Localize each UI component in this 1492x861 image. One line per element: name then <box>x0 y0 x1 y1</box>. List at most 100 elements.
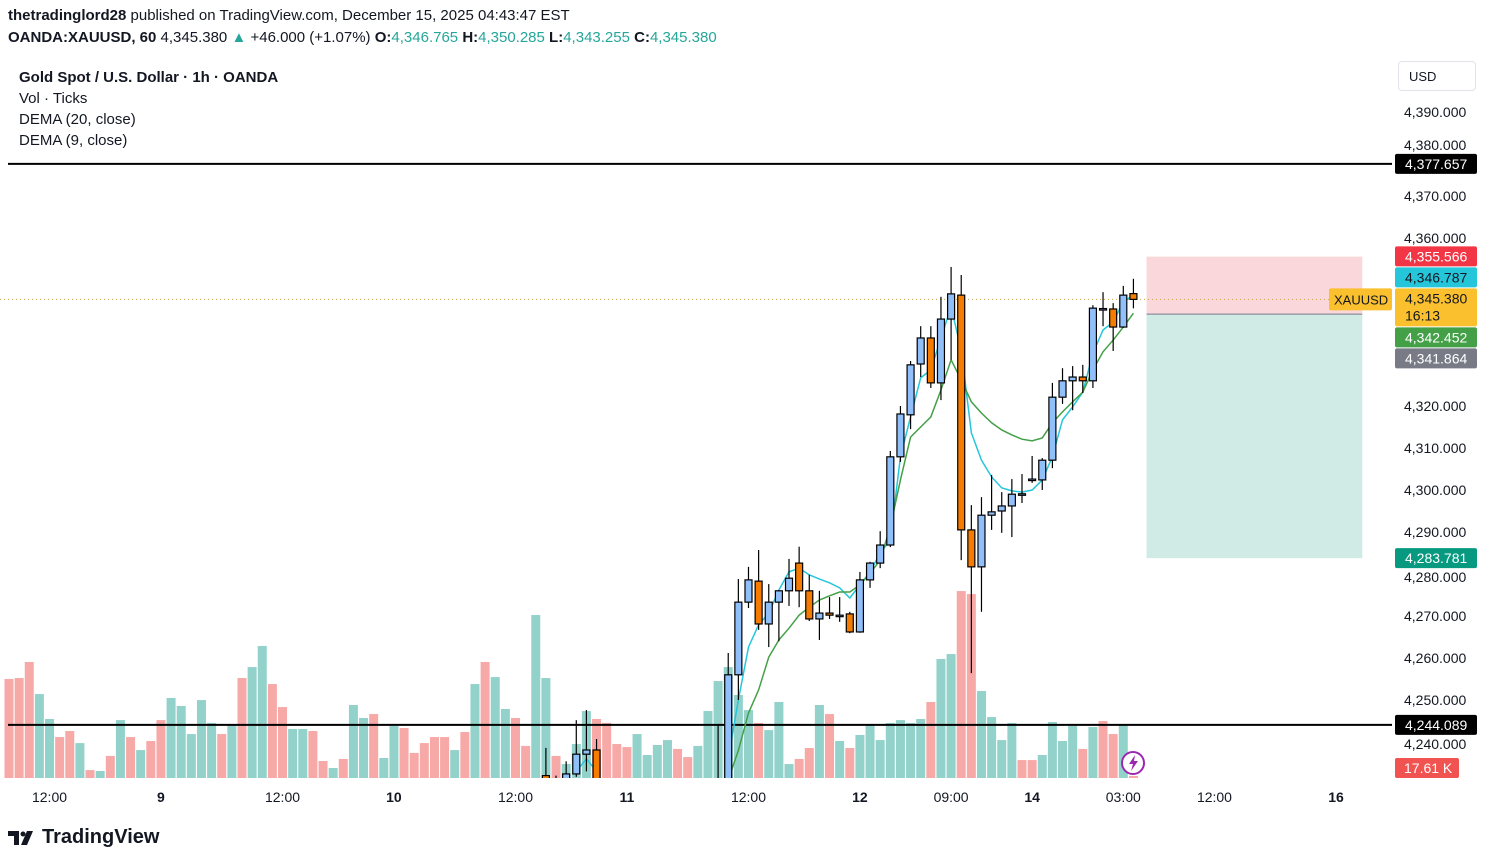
volume-bar <box>916 718 926 778</box>
candle-body <box>795 562 804 592</box>
legend-volume[interactable]: Vol · Ticks <box>19 90 88 107</box>
volume-bar <box>754 722 764 778</box>
candle <box>845 611 854 634</box>
candle-body <box>744 579 753 603</box>
volume-bar <box>429 737 439 778</box>
volume-bar <box>379 758 389 778</box>
price-label[interactable]: 4,377.657 <box>1405 156 1467 172</box>
volume-bar <box>440 737 450 778</box>
x-tick-label: 12:00 <box>731 789 766 805</box>
publish-info: thetradinglord28 published on TradingVie… <box>8 7 570 24</box>
volume-bar <box>500 708 510 778</box>
price-label[interactable]: 4,345.380 <box>1405 290 1467 306</box>
candle-body <box>805 590 814 620</box>
volume-bar <box>743 710 753 778</box>
candle <box>1038 458 1047 490</box>
volume-bar <box>551 755 561 778</box>
candle <box>784 558 794 606</box>
candle-body <box>886 456 895 546</box>
price-label-bg <box>1395 246 1477 267</box>
candle-body <box>997 505 1006 512</box>
volume-bar <box>926 701 936 778</box>
volume-bar <box>156 720 166 778</box>
countdown-label: 16:13 <box>1405 307 1440 323</box>
symbol-tag: XAUUSD <box>1334 292 1388 307</box>
take-profit-zone[interactable] <box>1146 314 1363 559</box>
candle <box>754 550 763 630</box>
volume-bar <box>1007 722 1017 778</box>
volume-bar <box>1047 721 1057 778</box>
candle-body <box>1058 380 1067 398</box>
volume-bar <box>399 728 409 778</box>
volume-bar <box>288 728 298 778</box>
volume-bar <box>217 734 227 778</box>
volume-bar <box>146 741 156 778</box>
volume-bar <box>308 731 318 778</box>
candle-body <box>835 614 844 618</box>
candle-body <box>553 788 560 792</box>
volume-bar <box>693 745 703 778</box>
candle <box>717 725 719 778</box>
candle <box>1017 474 1027 504</box>
candle <box>764 584 773 648</box>
candle-body <box>1109 308 1118 328</box>
low-value: 4,343.255 <box>563 29 630 46</box>
volume-label: 17.61 K <box>1404 760 1453 776</box>
y-tick-label: 4,390.000 <box>1404 104 1466 120</box>
close-label: C: <box>634 29 650 46</box>
volume-bar <box>257 645 267 778</box>
up-arrow-icon: ▲ <box>231 29 247 46</box>
candle-body <box>967 529 976 568</box>
legend-title[interactable]: Gold Spot / U.S. Dollar · 1h · OANDA <box>19 69 279 86</box>
candle-body <box>825 612 834 616</box>
price-label[interactable]: 4,283.781 <box>1405 550 1467 566</box>
stop-loss-zone[interactable] <box>1146 256 1363 315</box>
candle-body <box>562 773 571 778</box>
currency-button[interactable]: USD <box>1398 61 1476 91</box>
price-label[interactable]: 4,342.452 <box>1405 329 1467 345</box>
tradingview-logo-icon <box>8 830 33 845</box>
price-label[interactable]: 4,355.566 <box>1405 248 1467 264</box>
volume-bar <box>338 758 348 778</box>
open-value: 4,346.765 <box>391 29 459 46</box>
candle-body <box>946 293 956 320</box>
ohlc-header: OANDA:XAUUSD, 60 4,345.380 ▲ +46.000 (+1… <box>8 29 717 46</box>
x-tick-label: 14 <box>1024 789 1040 805</box>
volume-bar <box>875 740 885 778</box>
candle <box>541 747 550 778</box>
open-label: O: <box>374 29 392 46</box>
candle <box>1109 303 1118 351</box>
x-tick-label: 11 <box>620 789 635 805</box>
volume-bar <box>318 761 328 778</box>
tradingview-logo[interactable]: TradingView <box>8 826 159 849</box>
candle <box>744 566 753 609</box>
candle-body <box>1098 307 1108 311</box>
symbol-label: OANDA:XAUUSD, 60 <box>8 29 157 46</box>
volume-bar <box>673 748 683 778</box>
price-label[interactable]: 4,346.787 <box>1405 269 1467 285</box>
candle <box>1078 364 1087 393</box>
volume-bar <box>369 714 379 778</box>
candle-body <box>865 562 875 581</box>
volume-bar <box>136 750 146 778</box>
volume-bar <box>1118 724 1128 778</box>
candle <box>774 589 783 642</box>
candle-body <box>896 413 905 458</box>
price-label[interactable]: 4,341.864 <box>1405 350 1467 366</box>
y-tick-label: 4,380.000 <box>1404 137 1466 153</box>
last-price: 4,345.380 <box>160 29 228 46</box>
candle-body <box>774 590 783 603</box>
candle-body <box>906 364 915 416</box>
legend-dema9[interactable]: DEMA (9, close) <box>19 132 128 149</box>
price-label[interactable]: 4,244.089 <box>1405 717 1467 733</box>
candle <box>997 492 1006 533</box>
legend-dema20[interactable]: DEMA (20, close) <box>19 111 136 128</box>
volume-bar <box>511 718 520 778</box>
candle-body <box>957 294 966 531</box>
volume-bar <box>85 770 95 778</box>
price-label-bg <box>1395 327 1477 348</box>
volume-bar <box>987 717 997 778</box>
volume-bar <box>906 722 916 778</box>
volume-bar <box>1027 760 1037 778</box>
